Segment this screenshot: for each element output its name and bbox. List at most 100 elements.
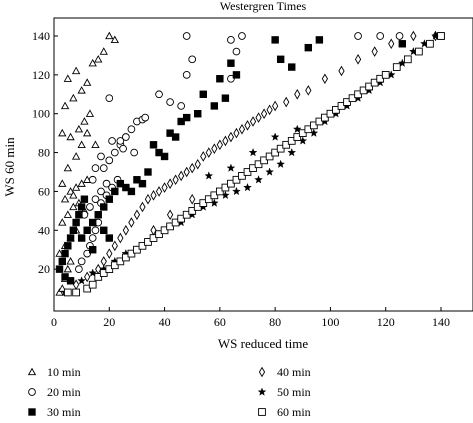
x-tick-label: 100 [321, 315, 339, 329]
data-point [276, 159, 286, 168]
y-tick-label: 40 [38, 223, 50, 237]
data-point [106, 248, 113, 259]
data-point [321, 113, 329, 122]
data-point [155, 148, 163, 157]
data-point [61, 273, 69, 281]
data-point [99, 47, 108, 55]
data-point [77, 257, 86, 266]
data-point [122, 253, 130, 262]
data-point [105, 31, 114, 40]
data-point [83, 128, 92, 137]
data-point [102, 179, 111, 188]
data-point [232, 71, 241, 79]
legend-label: 50 min [277, 385, 311, 399]
x-axis-label: WS reduced time [218, 336, 308, 351]
legend-marker [28, 408, 36, 416]
data-point [210, 102, 219, 110]
data-point [63, 264, 72, 273]
series-40-min [72, 30, 439, 290]
series-60-min [63, 32, 445, 297]
data-point [84, 271, 91, 283]
data-point [227, 36, 235, 44]
data-point [63, 163, 72, 172]
data-point [200, 151, 207, 162]
data-point [86, 203, 94, 211]
data-point [122, 225, 129, 236]
data-point [410, 30, 417, 42]
data-point [244, 120, 251, 131]
data-point [89, 218, 97, 227]
data-point [392, 63, 401, 71]
data-point [376, 74, 385, 83]
data-point [166, 129, 174, 137]
data-point [388, 38, 395, 50]
data-point [138, 241, 147, 250]
data-point [287, 148, 297, 157]
data-point [77, 86, 86, 94]
data-point [100, 203, 108, 211]
data-point [193, 203, 202, 211]
data-point [60, 101, 70, 110]
data-point [150, 190, 157, 201]
data-point [100, 256, 107, 267]
data-point [227, 59, 235, 67]
legend-marker [258, 408, 266, 416]
data-point [117, 232, 124, 244]
data-point [199, 90, 207, 98]
data-point [83, 78, 92, 86]
data-point [177, 117, 185, 126]
series-20-min [75, 32, 404, 273]
data-point [83, 284, 92, 293]
data-point [232, 186, 241, 196]
data-point [272, 100, 279, 112]
data-point [221, 94, 230, 102]
data-point [83, 249, 92, 258]
data-point [172, 174, 179, 186]
data-point [305, 85, 312, 96]
data-point [149, 141, 158, 149]
data-point [97, 152, 105, 161]
data-point [309, 121, 318, 130]
data-point [189, 193, 196, 205]
x-axis-ticks: 0 20 40 60 80 100 120 140 [51, 307, 450, 329]
data-point [72, 288, 80, 297]
data-point [77, 234, 86, 242]
data-point [216, 75, 224, 83]
data-point [116, 137, 125, 145]
data-point [271, 36, 279, 44]
legend-label: 60 min [277, 405, 311, 419]
data-point [270, 132, 280, 141]
data-point [89, 246, 97, 254]
data-point [144, 168, 152, 176]
data-point [66, 187, 75, 195]
x-tick-label: 20 [103, 315, 115, 329]
data-point [80, 195, 89, 203]
data-point [88, 280, 97, 289]
data-point [255, 112, 262, 123]
data-point [271, 148, 279, 157]
data-point [133, 245, 141, 254]
data-point [304, 43, 313, 52]
data-point [343, 98, 351, 106]
data-point [182, 210, 191, 219]
data-point [119, 144, 127, 153]
x-tick-label: 40 [159, 315, 171, 329]
data-point [63, 288, 72, 297]
data-point [66, 234, 75, 242]
data-point [108, 137, 116, 145]
data-point [370, 78, 379, 87]
legend-item: 40 min [258, 365, 311, 379]
data-point [58, 128, 67, 137]
data-point [105, 265, 114, 273]
data-point [381, 71, 390, 79]
data-point [69, 226, 78, 234]
data-point [83, 226, 91, 234]
data-point [238, 123, 246, 135]
data-point [232, 175, 241, 184]
y-tick-label: 140 [32, 29, 50, 43]
data-point [69, 93, 78, 102]
y-axis-label: WS 60 min [2, 137, 17, 197]
data-point [276, 144, 285, 153]
data-point [283, 96, 290, 108]
